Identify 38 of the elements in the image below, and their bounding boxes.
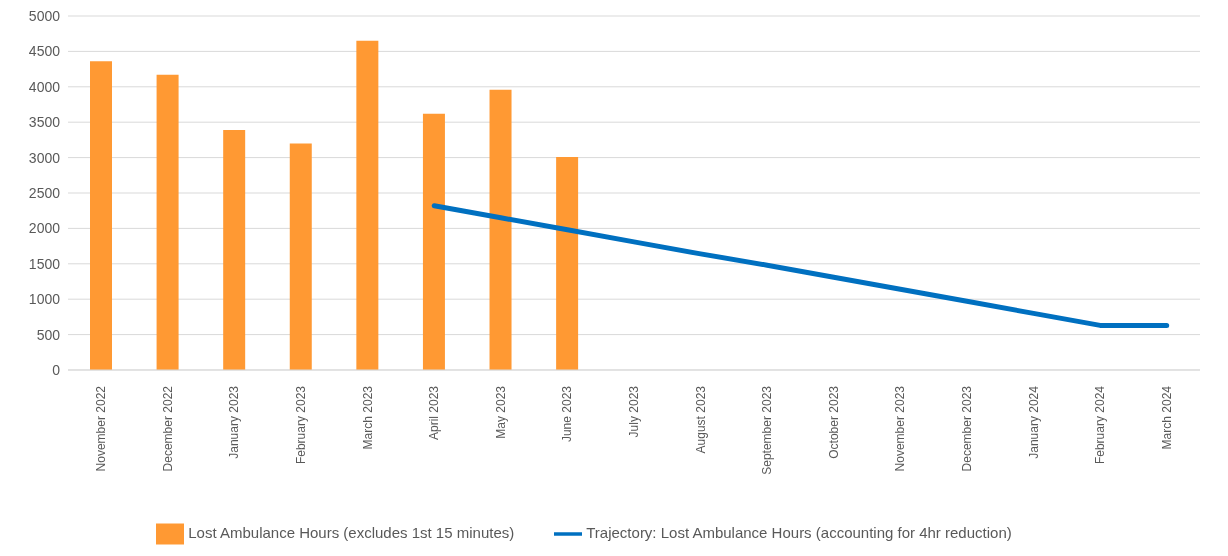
x-tick-label: February 2023 [294,385,309,465]
x-tick-label: May 2023 [493,385,508,439]
bar [223,129,246,370]
x-tick-label: March 2023 [360,385,375,450]
x-tick-label: July 2023 [627,385,641,438]
x-tick-label: December 2023 [959,385,974,472]
bar [422,113,445,370]
x-tick-label: February 2024 [1093,385,1108,465]
x-tick-label: September 2023 [760,385,775,475]
bar [156,74,179,370]
x-tick-label: December 2022 [160,385,175,472]
x-tick-label: March 2024 [1159,385,1174,450]
x-tick-label: October 2023 [826,385,841,459]
y-tick-label: 2500 [28,184,61,201]
y-tick-label: 3000 [28,149,61,166]
y-tick-label: 3500 [28,114,61,131]
bar [556,156,579,370]
y-tick-label: 4500 [28,43,61,60]
bar [289,143,312,370]
x-tick-label: January 2023 [227,385,242,459]
x-tick-label: August 2023 [693,385,708,454]
bar [90,61,112,370]
y-tick-label: 0 [52,361,61,378]
x-tick-label: November 2022 [94,385,109,472]
x-tick-label: June 2023 [560,385,575,443]
bar [356,40,379,370]
y-tick-label: 1500 [28,255,61,272]
y-tick-label: 5000 [28,7,61,24]
x-tick-label: November 2023 [893,385,908,472]
y-tick-label: 4000 [28,78,61,95]
x-tick-label: April 2023 [427,385,442,441]
bar [489,89,512,370]
y-tick-label: 2000 [28,220,61,237]
legend-label: Lost Ambulance Hours (excludes 1st 15 minutes) [188,523,515,541]
x-tick-label: January 2024 [1026,385,1041,459]
y-tick-label: 1000 [28,291,61,308]
legend-label: Trajectory: Lost Ambulance Hours (accounting for 4hr reduction) [586,523,1012,541]
y-tick-label: 500 [36,326,61,343]
